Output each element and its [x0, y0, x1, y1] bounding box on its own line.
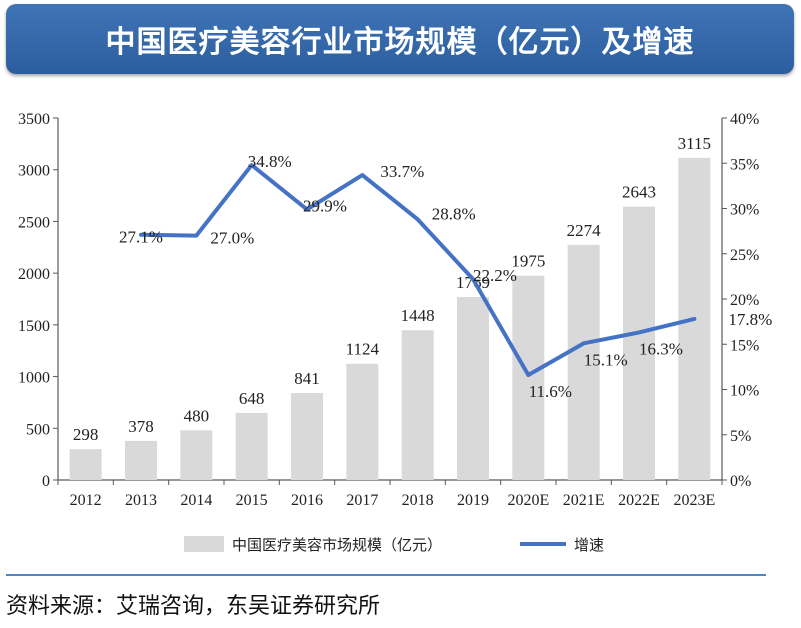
- bar: [235, 412, 268, 480]
- growth-value-label: 28.8%: [432, 204, 476, 223]
- growth-value-label: 11.6%: [529, 382, 572, 401]
- x-tick-label: 2021E: [563, 492, 605, 509]
- growth-value-label: 15.1%: [584, 350, 628, 369]
- bar: [512, 275, 545, 480]
- right-tick-label: 10%: [730, 383, 759, 400]
- right-tick-label: 30%: [730, 202, 759, 219]
- growth-value-label: 33.7%: [380, 162, 424, 181]
- growth-value-label: 29.9%: [303, 196, 347, 215]
- growth-value-label: 22.2%: [473, 266, 517, 285]
- legend-bar-label: 中国医疗美容市场规模（亿元）: [232, 536, 442, 554]
- x-tick-label: 2013: [125, 492, 157, 509]
- left-tick-label: 3500: [18, 111, 50, 128]
- x-tick-label: 2017: [346, 492, 378, 509]
- left-tick-label: 3000: [18, 163, 50, 180]
- bar-value-label: 1124: [346, 340, 380, 359]
- right-tick-label: 5%: [730, 428, 751, 445]
- legend-bar-swatch: [184, 536, 224, 552]
- left-tick-label: 1500: [18, 318, 50, 335]
- bar: [69, 449, 102, 480]
- right-tick-label: 40%: [730, 111, 759, 128]
- chart-title-banner: 中国医疗美容行业市场规模（亿元）及增速: [6, 4, 794, 74]
- left-tick-label: 500: [26, 421, 50, 438]
- source-divider: [6, 574, 766, 576]
- left-tick-label: 0: [42, 473, 50, 490]
- bar: [623, 206, 655, 480]
- left-tick-label: 2500: [18, 214, 50, 231]
- legend-line-label: 增速: [574, 536, 604, 554]
- x-tick-label: 2023E: [673, 492, 715, 509]
- x-tick-label: 2012: [70, 492, 102, 509]
- bar: [401, 330, 434, 480]
- right-tick-label: 25%: [730, 247, 759, 264]
- left-tick-label: 1000: [18, 370, 50, 387]
- growth-rate-line: [139, 163, 697, 378]
- x-tick-label: 2018: [402, 492, 434, 509]
- right-tick-label: 20%: [730, 292, 759, 309]
- growth-value-label: 27.1%: [119, 228, 163, 247]
- x-tick-label: 2019: [457, 492, 489, 509]
- bar: [291, 393, 323, 480]
- chart-title: 中国医疗美容行业市场规模（亿元）及增速: [105, 25, 695, 60]
- bar-value-label: 480: [184, 406, 210, 425]
- bar-value-label: 2643: [622, 183, 656, 202]
- bar-value-label: 2274: [567, 221, 602, 240]
- x-tick-label: 2015: [236, 492, 268, 509]
- right-tick-label: 0%: [730, 473, 751, 490]
- bar-value-label: 378: [128, 417, 154, 436]
- x-tick-label: 2020E: [507, 492, 549, 509]
- growth-value-label: 16.3%: [639, 339, 683, 358]
- growth-value-label: 17.8%: [728, 310, 772, 329]
- bar: [346, 363, 379, 480]
- growth-value-label: 27.0%: [210, 229, 254, 248]
- bar: [567, 244, 600, 480]
- bar-value-label: 1448: [401, 306, 435, 325]
- bar-value-label: 841: [294, 369, 320, 388]
- bar-value-label: 1975: [511, 252, 545, 271]
- bar-value-label: 3115: [678, 134, 711, 153]
- bar-value-label: 648: [239, 389, 265, 408]
- x-tick-label: 2022E: [618, 492, 660, 509]
- bar-value-label: 298: [73, 425, 99, 444]
- bar: [125, 440, 157, 480]
- right-tick-label: 15%: [730, 337, 759, 354]
- left-tick-label: 2000: [18, 266, 50, 283]
- bar: [180, 430, 213, 480]
- x-tick-label: 2016: [291, 492, 323, 509]
- bar: [457, 297, 489, 480]
- source-note: 资料来源：艾瑞咨询，东吴证券研究所: [6, 594, 381, 619]
- x-tick-label: 2014: [180, 492, 212, 509]
- right-tick-label: 35%: [730, 156, 759, 173]
- growth-value-label: 34.8%: [248, 152, 292, 171]
